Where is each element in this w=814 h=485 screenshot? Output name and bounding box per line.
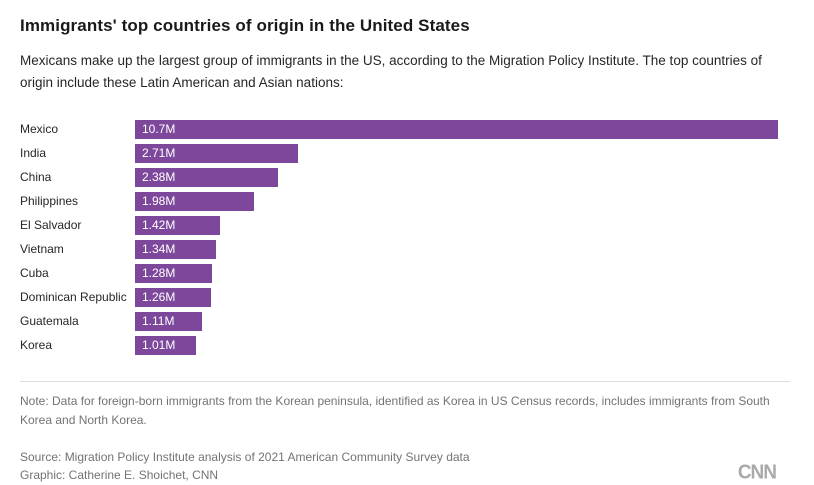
bar-row: Cuba 1.28M	[20, 261, 790, 285]
value-label: 2.38M	[142, 170, 176, 185]
bar-track: 1.42M	[135, 215, 778, 235]
category-label: Mexico	[20, 122, 59, 137]
bar-track: 1.01M	[135, 335, 778, 355]
category-label: El Salvador	[20, 218, 82, 233]
bar-chart: Mexico 10.7M India 2.71M China 2.38M Philippin…	[20, 117, 790, 357]
bar: 1.98M	[135, 191, 254, 211]
bar-track: 1.98M	[135, 191, 778, 211]
chart-subtitle: Mexicans make up the largest group of im…	[20, 53, 762, 90]
value-label: 1.42M	[142, 218, 176, 233]
bar-row: Mexico 10.7M	[20, 117, 790, 141]
bar: 1.11M	[135, 311, 202, 331]
bar-row: Vietnam 1.34M	[20, 237, 790, 261]
value-label: 1.11M	[142, 314, 175, 329]
chart-note: Note: Data for foreign-born immigrants f…	[20, 394, 770, 427]
bar-track: 1.34M	[135, 239, 778, 259]
source-block: Source: Migration Policy Institute analy…	[20, 449, 470, 484]
bar-row: India 2.71M	[20, 141, 790, 165]
value-label: 10.7M	[142, 122, 176, 137]
chart-title: Immigrants' top countries of origin in t…	[20, 16, 470, 35]
category-label: Dominican Republic	[20, 290, 127, 305]
bar: 1.34M	[135, 239, 216, 259]
bar-track: 2.38M	[135, 167, 778, 187]
bar-track: 1.26M	[135, 287, 778, 307]
category-label: Philippines	[20, 194, 79, 209]
category-label: Guatemala	[20, 314, 79, 329]
value-label: 2.71M	[142, 146, 176, 161]
value-label: 1.01M	[142, 338, 176, 353]
bar: 1.42M	[135, 215, 221, 235]
bar: 1.28M	[135, 263, 212, 283]
category-label: Vietnam	[20, 242, 64, 257]
bar-track: 1.28M	[135, 263, 778, 283]
divider	[20, 381, 790, 383]
bar-row: Korea 1.01M	[20, 333, 790, 357]
bar: 1.01M	[135, 335, 196, 355]
category-label: India	[20, 146, 47, 161]
bar-row: El Salvador 1.42M	[20, 213, 790, 237]
bar-track: 2.71M	[135, 143, 778, 163]
bar-track: 10.7M	[135, 119, 778, 139]
bar: 1.26M	[135, 287, 211, 307]
footer: Source: Migration Policy Institute analy…	[20, 449, 790, 484]
category-label: Korea	[20, 338, 53, 353]
value-label: 1.34M	[142, 242, 176, 257]
chart-source: Source: Migration Policy Institute analy…	[20, 450, 470, 465]
bar: 2.38M	[135, 167, 279, 187]
bar-row: Guatemala 1.11M	[20, 309, 790, 333]
value-label: 1.28M	[142, 266, 176, 281]
bar-track: 1.11M	[135, 311, 778, 331]
bar: 10.7M	[135, 119, 778, 139]
cnn-logo: CNN	[737, 461, 777, 484]
bar: 2.71M	[135, 143, 298, 163]
bar-row: Philippines 1.98M	[20, 189, 790, 213]
bar-row: China 2.38M	[20, 165, 790, 189]
value-label: 1.26M	[142, 290, 176, 305]
value-label: 1.98M	[142, 194, 176, 209]
category-label: Cuba	[20, 266, 49, 281]
category-label: China	[20, 170, 52, 185]
chart-credit: Graphic: Catherine E. Shoichet, CNN	[20, 467, 219, 482]
bar-row: Dominican Republic 1.26M	[20, 285, 790, 309]
